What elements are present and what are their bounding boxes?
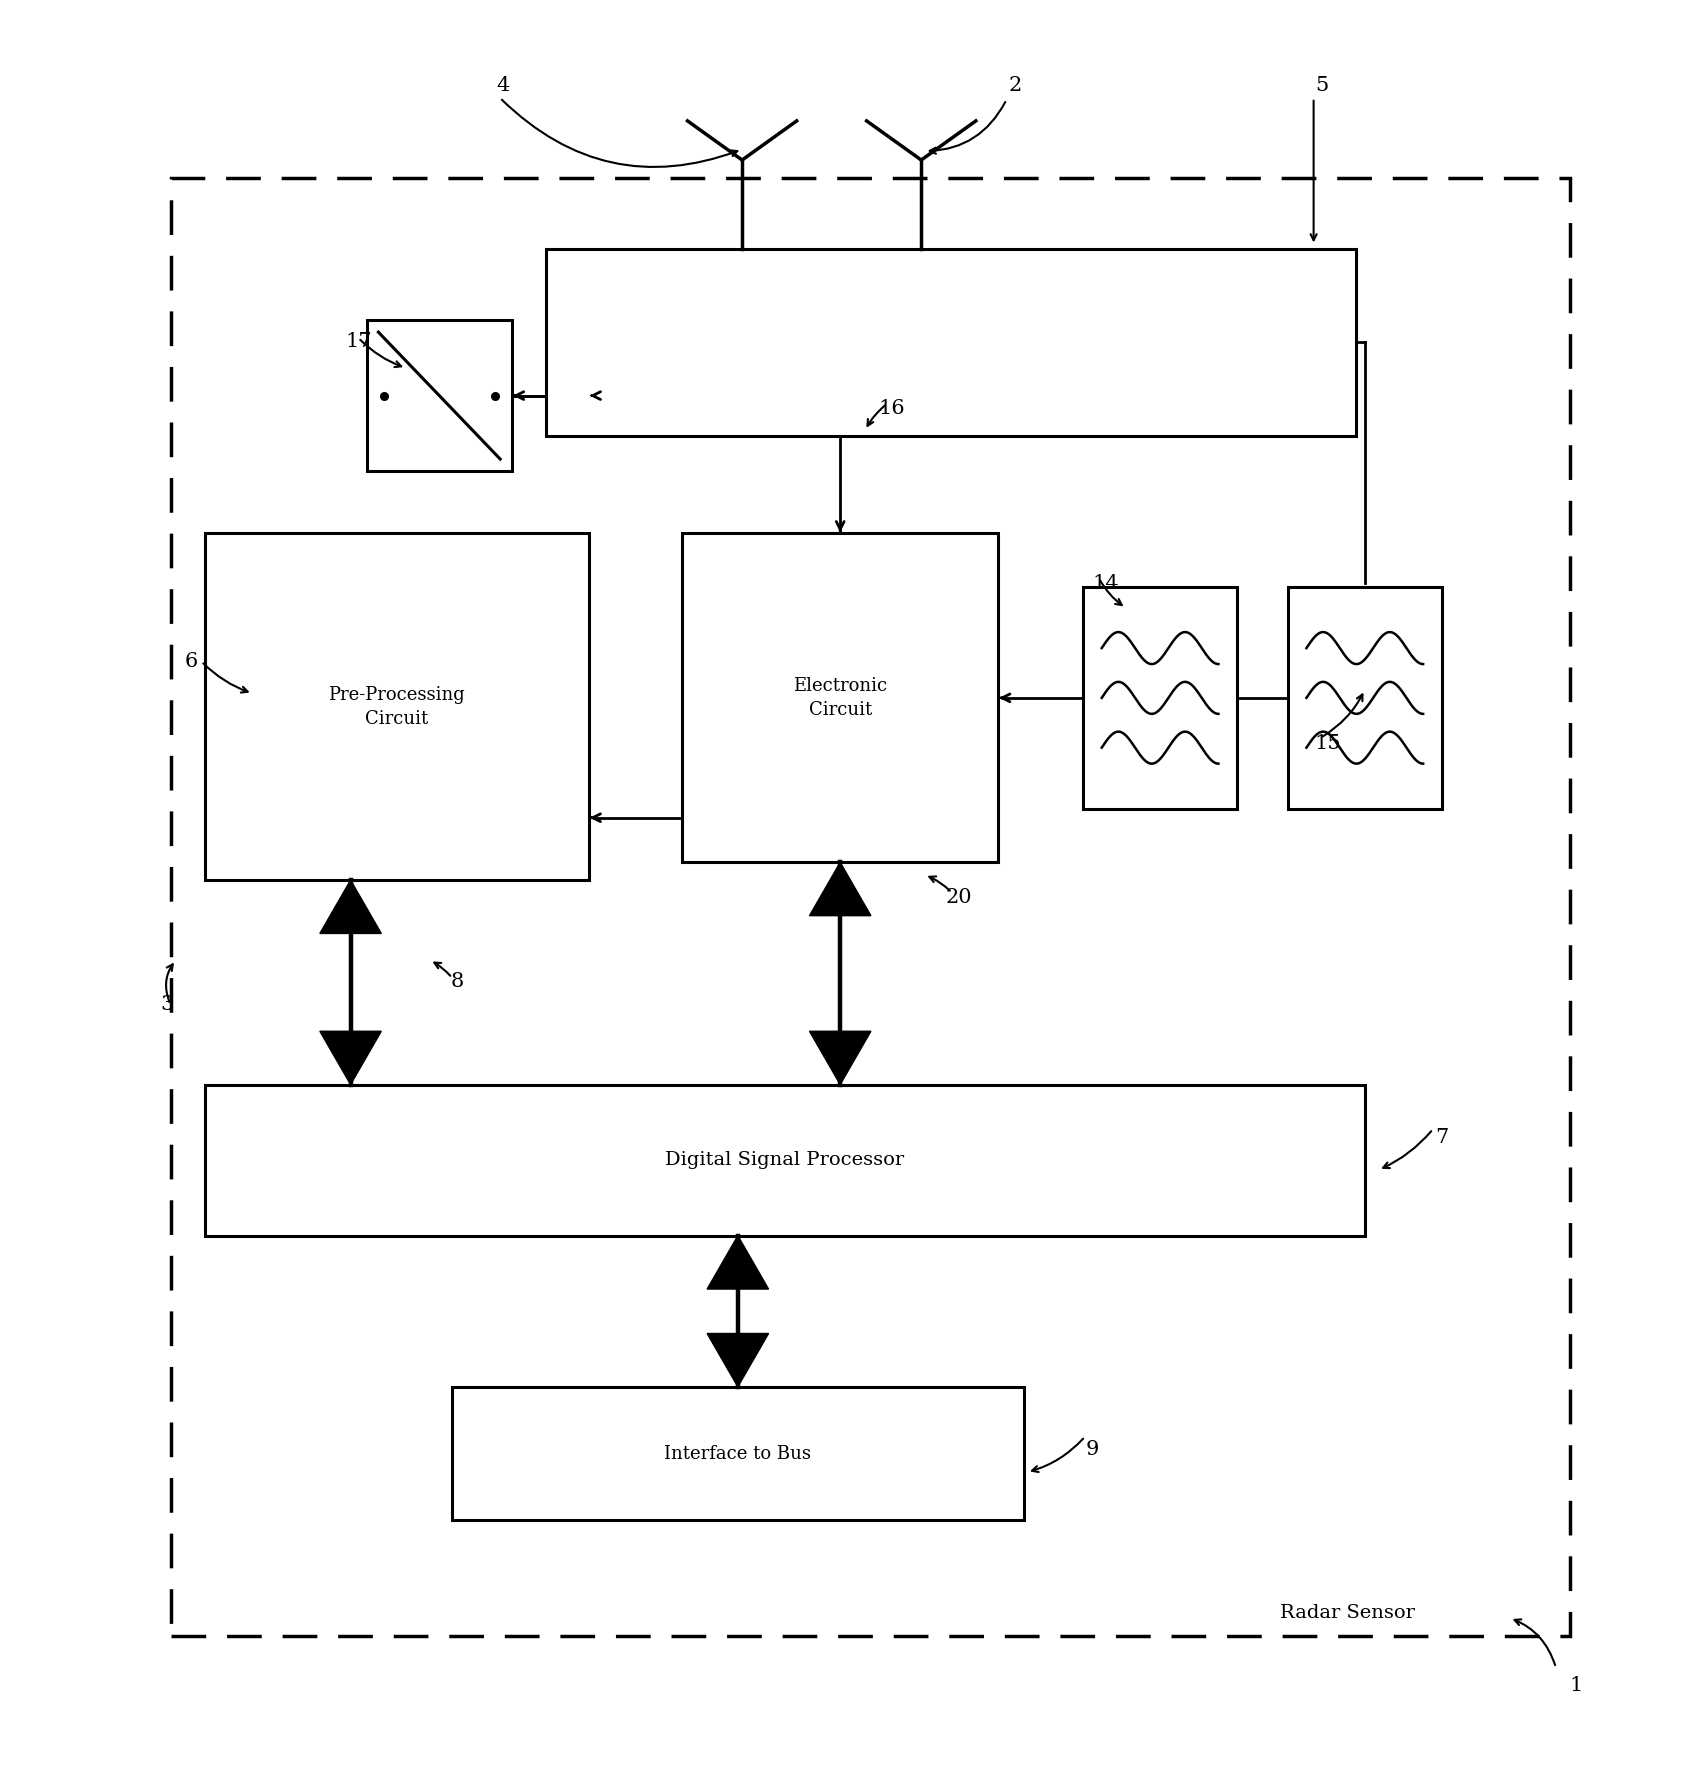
Polygon shape [810,1031,871,1085]
Text: 16: 16 [878,400,905,418]
Polygon shape [706,1334,767,1387]
FancyBboxPatch shape [205,533,588,880]
Text: 17: 17 [344,332,372,350]
Text: 4: 4 [496,76,510,94]
Text: 20: 20 [945,889,972,907]
FancyBboxPatch shape [452,1387,1023,1520]
Text: 3: 3 [160,996,174,1013]
Polygon shape [321,1031,382,1085]
Polygon shape [321,880,382,933]
Text: Radar Sensor: Radar Sensor [1279,1604,1415,1622]
Text: 6: 6 [184,653,198,670]
FancyBboxPatch shape [546,249,1355,436]
Text: 8: 8 [450,973,464,990]
Text: 5: 5 [1315,76,1328,94]
Polygon shape [810,862,871,916]
Text: Pre-Processing
Circuit: Pre-Processing Circuit [327,686,465,727]
Text: 14: 14 [1091,574,1118,592]
FancyBboxPatch shape [367,320,512,471]
Text: 2: 2 [1008,76,1021,94]
Text: 1: 1 [1569,1677,1582,1694]
FancyBboxPatch shape [205,1085,1364,1236]
Text: Electronic
Circuit: Electronic Circuit [793,677,887,718]
Text: 7: 7 [1434,1129,1448,1147]
Polygon shape [706,1236,767,1289]
Text: Interface to Bus: Interface to Bus [663,1444,812,1463]
Text: 15: 15 [1313,734,1340,752]
FancyBboxPatch shape [1287,587,1441,809]
Text: 9: 9 [1084,1440,1098,1458]
FancyBboxPatch shape [1083,587,1236,809]
Text: Digital Signal Processor: Digital Signal Processor [665,1150,904,1170]
FancyBboxPatch shape [682,533,997,862]
